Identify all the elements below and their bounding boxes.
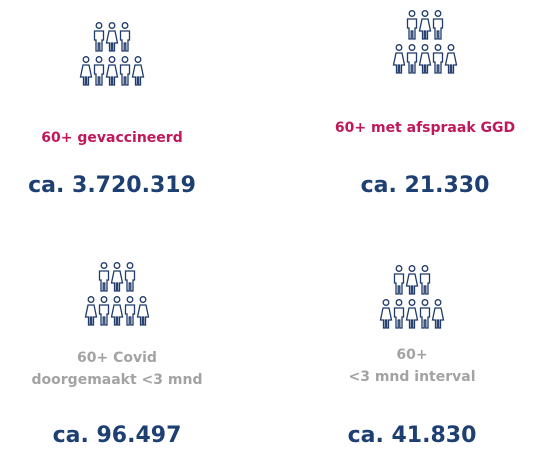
person [136, 296, 150, 326]
card-value: ca. 96.497 [53, 423, 182, 448]
person [406, 44, 418, 74]
person [119, 56, 131, 86]
card-value: ca. 3.720.319 [28, 173, 196, 198]
card-value: ca. 21.330 [361, 173, 490, 198]
people-icon [79, 22, 145, 86]
person [98, 262, 110, 292]
card-label: doorgemaakt <3 mnd [32, 372, 203, 388]
person [93, 22, 105, 52]
cards: 60+ gevaccineerd ca. 3.720.319 60+ met afs… [28, 10, 515, 448]
person [419, 299, 431, 329]
person [432, 10, 444, 40]
person [431, 299, 445, 329]
person [84, 296, 98, 326]
person [419, 265, 431, 295]
card: 60+ Covid doorgemaakt <3 mnd ca. 96.497 [32, 262, 203, 448]
card-label: 60+ gevaccineerd [41, 130, 182, 146]
card: 60+ met afspraak GGD ca. 21.330 [335, 10, 515, 198]
person [432, 44, 444, 74]
person [110, 296, 124, 326]
person [93, 56, 105, 86]
card-label: <3 mnd interval [348, 369, 475, 385]
people-icon [84, 262, 150, 326]
people-icon [379, 265, 445, 329]
person [392, 44, 406, 74]
person [124, 262, 136, 292]
person [131, 56, 145, 86]
person [393, 299, 405, 329]
person [98, 296, 110, 326]
person [405, 299, 419, 329]
person [119, 22, 131, 52]
card-label: 60+ Covid [77, 350, 157, 366]
person [418, 10, 432, 40]
card-label: 60+ [396, 347, 427, 363]
card: 60+ <3 mnd interval ca. 41.830 [348, 265, 477, 448]
people-icon [392, 10, 458, 74]
person [418, 44, 432, 74]
person [105, 22, 119, 52]
person [444, 44, 458, 74]
person [379, 299, 393, 329]
card-value: ca. 41.830 [348, 423, 477, 448]
person [406, 10, 418, 40]
card: 60+ gevaccineerd ca. 3.720.319 [28, 22, 196, 198]
person [105, 56, 119, 86]
person [79, 56, 93, 86]
person [110, 262, 124, 292]
card-label: 60+ met afspraak GGD [335, 120, 515, 136]
person [405, 265, 419, 295]
person [124, 296, 136, 326]
person [393, 265, 405, 295]
